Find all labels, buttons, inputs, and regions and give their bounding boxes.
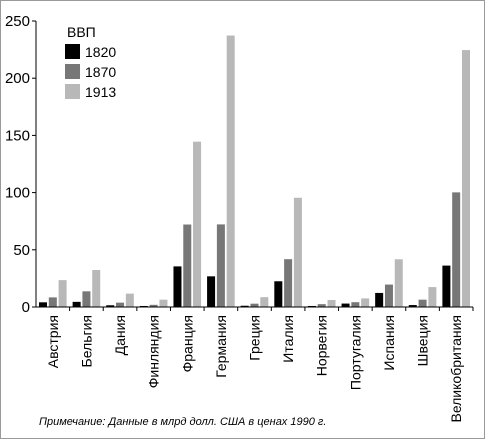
category-label: Греция xyxy=(247,315,263,361)
y-tick-label: 150 xyxy=(5,127,30,144)
bar-1913-1 xyxy=(92,270,101,307)
bar-1913-2 xyxy=(125,293,134,307)
category-label: Австрия xyxy=(45,315,61,368)
bar-1913-11 xyxy=(428,287,437,307)
bar-1870-1 xyxy=(82,291,91,307)
bar-1870-12 xyxy=(452,192,461,307)
category-label: Испания xyxy=(381,315,397,371)
bar-1870-6 xyxy=(250,303,259,307)
bar-1820-6 xyxy=(240,305,249,307)
legend: ВВП 1820 1870 1913 xyxy=(65,24,116,100)
bar-1870-5 xyxy=(216,224,225,307)
y-tick-label: 200 xyxy=(5,70,30,87)
bar-1913-3 xyxy=(159,299,168,307)
bar-1870-9 xyxy=(351,302,360,307)
bar-1820-12 xyxy=(442,265,451,307)
bar-1913-10 xyxy=(394,259,403,307)
category-label: Дания xyxy=(112,315,128,355)
legend-title: ВВП xyxy=(67,24,96,40)
bar-1870-3 xyxy=(149,304,158,307)
bar-1820-9 xyxy=(341,303,350,307)
category-label: Италия xyxy=(280,315,296,363)
bar-1913-9 xyxy=(361,298,370,307)
x-axis: Австрия Бельгия Дания Финляндия Франция Герма… xyxy=(36,306,474,423)
bar-1820-8 xyxy=(307,305,316,307)
category-label: Финляндия xyxy=(146,315,162,388)
bar-1820-0 xyxy=(39,302,48,307)
bar-1820-7 xyxy=(274,281,283,307)
bar-1870-11 xyxy=(418,299,427,307)
category-label: Португалия xyxy=(347,315,363,390)
category-label: Норвегия xyxy=(314,315,330,376)
bar-1913-8 xyxy=(327,300,336,307)
bar-1913-4 xyxy=(193,141,202,307)
category-label: Швеция xyxy=(415,315,431,366)
bar-1913-12 xyxy=(461,50,470,308)
bar-1870-0 xyxy=(48,297,57,307)
bar-1820-4 xyxy=(173,266,182,307)
category-label: Германия xyxy=(213,315,229,378)
legend-swatch-1820 xyxy=(65,44,80,59)
bar-1820-5 xyxy=(207,276,216,307)
y-tick-label: 250 xyxy=(5,13,30,30)
y-tick-label: 50 xyxy=(13,242,30,259)
category-label: Великобритания xyxy=(448,315,464,423)
bar-1913-5 xyxy=(226,35,235,307)
legend-label-1820: 1820 xyxy=(85,44,116,60)
bar-1913-6 xyxy=(260,297,269,307)
bar-1870-7 xyxy=(284,259,293,307)
bar-1870-10 xyxy=(384,284,393,307)
legend-label-1870: 1870 xyxy=(85,64,116,80)
y-tick-label: 100 xyxy=(5,185,30,202)
y-axis: 0 50 100 150 200 250 xyxy=(5,13,37,316)
bar-1913-0 xyxy=(58,280,67,307)
bar-1820-11 xyxy=(408,305,417,307)
bar-1820-2 xyxy=(106,305,115,307)
category-label: Бельгия xyxy=(78,315,94,367)
bar-1870-8 xyxy=(317,304,326,307)
bar-1820-3 xyxy=(139,305,148,307)
category-label: Франция xyxy=(179,315,195,372)
bar-1870-2 xyxy=(116,302,125,307)
footnote: Примечание: Данные в млрд долл. США в це… xyxy=(39,416,327,428)
legend-label-1913: 1913 xyxy=(85,84,116,100)
bar-1913-7 xyxy=(293,197,302,307)
legend-swatch-1870 xyxy=(65,64,80,79)
bar-1820-10 xyxy=(375,292,384,307)
bars xyxy=(39,35,470,308)
bar-1870-4 xyxy=(183,224,192,307)
y-tick-label: 0 xyxy=(22,299,30,316)
bar-1820-1 xyxy=(72,301,81,307)
legend-swatch-1913 xyxy=(65,84,80,99)
